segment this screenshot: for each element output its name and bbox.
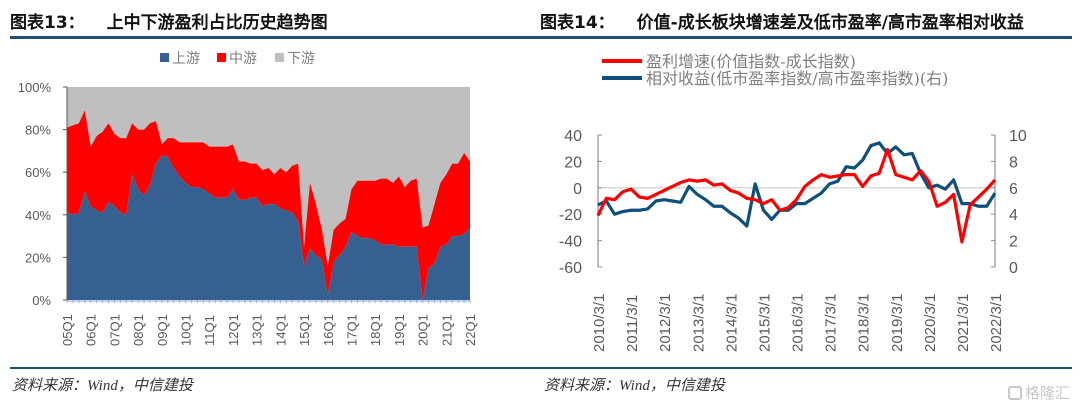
x-tick-label: 19Q1 bbox=[392, 314, 407, 346]
x-tick-label: 21Q1 bbox=[439, 314, 454, 346]
x-tick-label: 2022/3/1 bbox=[988, 294, 1005, 352]
source-divider bbox=[10, 367, 540, 369]
x-tick-label: 08Q1 bbox=[131, 314, 146, 346]
y-right-tick-label: 10 bbox=[1009, 128, 1027, 145]
y-left-tick-label: -60 bbox=[559, 260, 582, 277]
y-left-tick-label: 20 bbox=[564, 154, 582, 171]
x-tick-label: 2020/3/1 bbox=[922, 294, 939, 352]
y-left-tick-label: -40 bbox=[559, 234, 582, 251]
x-tick-label: 2014/3/1 bbox=[723, 294, 740, 352]
figure-13-panel: 图表13： 上中下游盈利占比历史趋势图 0% 20% 40% 60% 80% 100% 05Q… bbox=[10, 8, 540, 394]
x-tick-label: 15Q1 bbox=[297, 314, 312, 346]
figure-13-source: 资料来源：Wind，中信建投 bbox=[12, 378, 193, 394]
y-right-tick-label: 6 bbox=[1009, 181, 1018, 198]
y-tick-label: 0% bbox=[32, 293, 51, 308]
x-tick-label: 20Q1 bbox=[416, 314, 431, 346]
x-tick-label: 2021/3/1 bbox=[955, 294, 972, 352]
y-tick-label: 20% bbox=[25, 250, 51, 265]
dual-axis-line-chart: -60 -40 -20 0 20 40 0 2 4 6 8 10 2010/3/1 2011/3/1 201… bbox=[559, 52, 1027, 352]
legend-swatch-upstream bbox=[160, 53, 169, 62]
x-tick-label: 14Q1 bbox=[273, 314, 288, 346]
legend-label: 下游 bbox=[287, 51, 315, 67]
legend-swatch-midstream bbox=[217, 53, 226, 62]
y-left-tick-label: 0 bbox=[573, 181, 582, 198]
x-tick-label: 16Q1 bbox=[321, 314, 336, 346]
x-tick-label: 12Q1 bbox=[226, 314, 241, 346]
source-divider bbox=[540, 367, 1072, 369]
figure-13-title-text: 上中下游盈利占比历史趋势图 bbox=[106, 13, 328, 33]
y-left-tick-label: 40 bbox=[564, 128, 582, 145]
legend-swatch-downstream bbox=[275, 53, 284, 62]
gelonghui-logo-icon bbox=[1007, 385, 1022, 400]
y-right-tick-label: 2 bbox=[1009, 234, 1018, 251]
y-tick-label: 60% bbox=[25, 165, 51, 180]
area-upstream bbox=[67, 155, 470, 300]
y-right-tick-label: 4 bbox=[1009, 207, 1018, 224]
figure-14-title-text: 价值-成长板块增速差及低市盈率/高市盈率相对收益 bbox=[636, 13, 1024, 33]
x-tick-label: 2019/3/1 bbox=[889, 294, 906, 352]
x-tick-label: 2017/3/1 bbox=[823, 294, 840, 352]
figure-14-panel: 图表14： 价值-成长板块增速差及低市盈率/高市盈率相对收益 -60 -40 -20 0… bbox=[540, 0, 1080, 412]
area-downstream bbox=[67, 87, 470, 266]
figure-14-title: 图表14： 价值-成长板块增速差及低市盈率/高市盈率相对收益 bbox=[540, 8, 1024, 33]
x-tick-label: 2010/3/1 bbox=[591, 294, 608, 352]
title-divider bbox=[10, 36, 540, 39]
legend-label: 上游 bbox=[172, 51, 200, 67]
x-tick-label: 06Q1 bbox=[84, 314, 99, 346]
x-tick-label: 13Q1 bbox=[250, 314, 265, 346]
x-tick-label: 2011/3/1 bbox=[624, 295, 641, 352]
x-tick-label: 2016/3/1 bbox=[790, 294, 807, 352]
area-midstream bbox=[67, 110, 470, 301]
x-tick-label: 22Q1 bbox=[463, 314, 478, 346]
y-right-tick-label: 8 bbox=[1009, 154, 1018, 171]
x-tick-label: 2013/3/1 bbox=[690, 294, 707, 352]
figure-13-number: 图表13： bbox=[10, 13, 85, 33]
watermark-text: 格隆汇 bbox=[1024, 384, 1070, 402]
x-tick-label: 2012/3/1 bbox=[657, 294, 674, 352]
x-tick-label: 2015/3/1 bbox=[756, 294, 773, 352]
y-tick-label: 80% bbox=[25, 123, 51, 138]
x-tick-label: 09Q1 bbox=[155, 314, 170, 346]
legend-label: 盈利增速(价值指数-成长指数) bbox=[646, 52, 856, 71]
line-earnings-growth-diff bbox=[596, 147, 997, 244]
legend-label: 中游 bbox=[229, 51, 257, 67]
x-tick-label: 11Q1 bbox=[202, 315, 217, 346]
figure-14-number: 图表14： bbox=[540, 13, 615, 33]
x-tick-label: 07Q1 bbox=[107, 314, 122, 346]
y-tick-label: 40% bbox=[25, 208, 51, 223]
y-right-tick-label: 0 bbox=[1009, 260, 1018, 277]
watermark: 格隆汇 bbox=[1007, 382, 1070, 403]
x-tick-label: 18Q1 bbox=[368, 314, 383, 346]
title-divider bbox=[540, 36, 1072, 39]
stacked-area-chart: 0% 20% 40% 60% 80% 100% 05Q1 06Q1 07Q1 08Q1 09Q1 10… bbox=[18, 51, 478, 346]
figure-14-source: 资料来源：Wind，中信建投 bbox=[544, 378, 725, 394]
legend-label: 相对收益(低市盈率指数/高市盈率指数)(右) bbox=[646, 69, 948, 88]
figure-13-title: 图表13： 上中下游盈利占比历史趋势图 bbox=[10, 8, 328, 33]
x-tick-label: 10Q1 bbox=[179, 314, 194, 346]
y-left-tick-label: -20 bbox=[559, 207, 582, 224]
x-tick-label: 17Q1 bbox=[344, 314, 359, 346]
y-tick-label: 100% bbox=[18, 80, 52, 95]
line-relative-return bbox=[597, 141, 997, 228]
x-tick-label: 2018/3/1 bbox=[856, 294, 873, 352]
x-tick-label: 05Q1 bbox=[60, 314, 75, 346]
